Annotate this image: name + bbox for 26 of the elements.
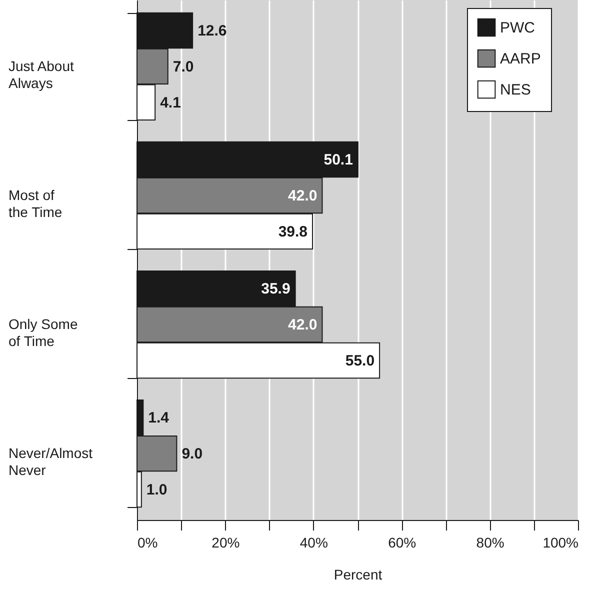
legend-label: PWC [500,20,536,36]
x-tick-label: 80% [476,534,504,550]
x-axis-title: Percent [334,566,382,582]
data-label: 12.6 [198,22,227,40]
x-tick-label: 20% [212,534,240,550]
data-label: 4.1 [160,94,181,112]
y-tick-label: Never/Almost Never [8,445,93,478]
data-label: 7.0 [172,58,194,76]
data-label: 35.9 [261,280,290,298]
y-tick-label: Just About Always [8,58,74,91]
data-label: 1.0 [146,481,168,498]
data-label: 1.4 [148,410,170,427]
data-label: 9.0 [182,446,203,463]
data-label: 55.0 [345,352,375,370]
data-label: 50.1 [324,152,353,169]
legend-label: NES [500,82,531,98]
legend-label: AARP [500,50,541,68]
y-tick-label: Only Some of Time [8,316,78,350]
data-label: 42.0 [288,316,318,334]
x-tick-label: 60% [388,534,416,550]
x-tick-label: 0% [138,534,158,550]
x-tick-label: 40% [300,534,328,550]
x-tick-label: 100% [542,534,578,550]
y-tick-label: Most of the Time [8,186,62,220]
data-label: 42.0 [288,187,318,204]
data-label: 39.8 [278,223,308,240]
